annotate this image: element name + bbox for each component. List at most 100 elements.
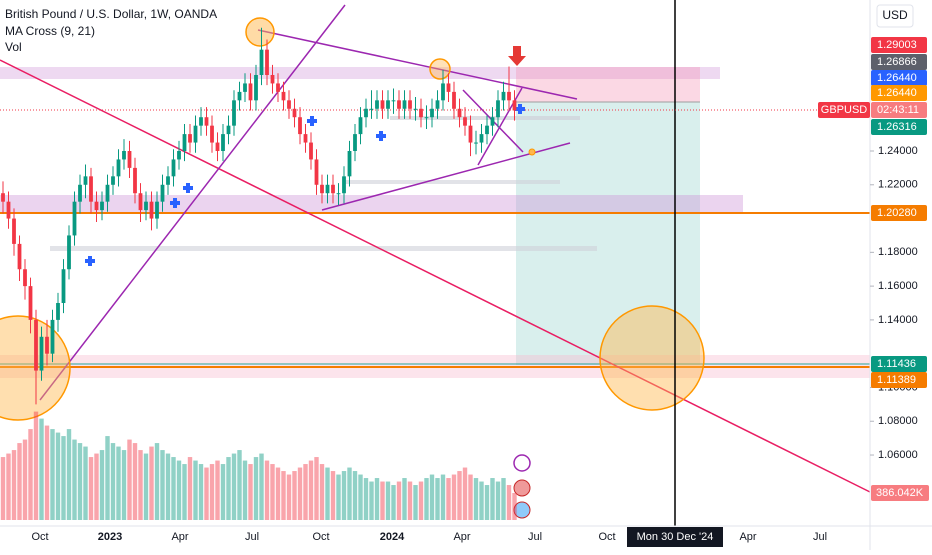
volume-bar	[28, 429, 33, 520]
volume-bar	[138, 450, 143, 520]
volume-bar	[127, 439, 132, 520]
volume-bar	[490, 478, 495, 520]
highlight-circle	[245, 17, 275, 47]
candle-body	[215, 142, 220, 151]
price-label: 1.26316	[877, 121, 917, 133]
candle-body	[347, 151, 352, 177]
time-scale	[0, 526, 870, 550]
candle-body	[314, 159, 319, 185]
candle-body	[56, 303, 60, 320]
currency[interactable]: USD	[882, 8, 908, 22]
x-tick-label: Apr	[171, 531, 188, 543]
candle-body	[358, 117, 363, 135]
price-label-box	[871, 372, 927, 388]
currency-button[interactable]	[876, 4, 914, 28]
y-tick-label: 1.24000	[878, 145, 918, 157]
chart-title: British Pound / U.S. Dollar, 1W, OANDA	[5, 7, 217, 21]
target-zone	[516, 102, 700, 365]
candle-body	[149, 201, 154, 219]
cross-signal	[307, 116, 317, 126]
candle-body	[435, 100, 440, 109]
volume-bar	[506, 485, 512, 520]
volume-bar	[72, 439, 77, 520]
volume-bar	[484, 485, 490, 520]
candle-body	[485, 125, 489, 135]
candle-body	[270, 74, 275, 84]
candle-body	[17, 243, 22, 270]
volume-bar	[204, 467, 209, 520]
candle-body	[501, 91, 506, 101]
volume-bar	[105, 436, 110, 520]
price-label-box	[871, 119, 927, 135]
trend-line	[39, 4, 346, 401]
volume-bar	[385, 481, 391, 520]
candle-body	[160, 184, 165, 202]
event-icon[interactable]	[513, 479, 531, 497]
volume-bar	[22, 439, 28, 520]
volume-bar	[264, 460, 270, 520]
volume-bar	[413, 485, 418, 520]
candle-body	[171, 159, 176, 177]
candle-body	[78, 184, 82, 202]
zone	[345, 180, 560, 184]
candle-body	[298, 117, 302, 135]
candle-body	[122, 151, 126, 160]
volume-bar	[11, 450, 17, 520]
zone	[0, 195, 743, 213]
price-label-box	[871, 85, 927, 101]
candle-body	[452, 91, 456, 109]
volume-bar	[253, 457, 259, 520]
volume-bar	[61, 436, 66, 520]
candle-body	[276, 83, 280, 92]
trend-line	[0, 59, 871, 493]
candle-body	[105, 184, 110, 202]
cross-signal	[183, 183, 193, 193]
volume-bar	[44, 425, 50, 520]
candle-body	[479, 134, 484, 143]
volume-bar	[160, 450, 165, 520]
candle-body	[408, 100, 412, 109]
volume-bar	[154, 443, 160, 520]
countdown-box	[871, 102, 927, 118]
volume-bar	[440, 474, 446, 520]
candle-body	[182, 134, 187, 151]
x-tick-label: Mon 30 Dec '24	[637, 531, 714, 543]
x-tick-label: Jul	[245, 531, 259, 543]
volume-bar	[149, 446, 154, 520]
candle-body	[127, 151, 132, 168]
event-icon[interactable]	[513, 501, 531, 519]
candle-body	[94, 201, 99, 211]
x-tick-label: Oct	[31, 531, 48, 543]
volume-bar	[330, 471, 336, 520]
candle-body	[45, 336, 49, 354]
volume-bar	[457, 471, 462, 520]
volume-bar	[407, 481, 413, 520]
volume-bar	[237, 450, 242, 520]
candle-body	[386, 100, 390, 109]
y-tick-label: 1.18000	[878, 246, 918, 258]
volume-bar	[165, 453, 171, 520]
y-tick-label: 1.08000	[878, 415, 918, 427]
volume-bar	[182, 464, 187, 520]
candle-body	[204, 117, 209, 126]
stop-zone	[516, 67, 700, 102]
candle-body	[325, 184, 330, 194]
candle-body	[463, 117, 467, 126]
price-labels: 1.29003 1.26866 1.26440 1.26440 1.26316 1.202…	[818, 37, 929, 501]
x-tick-label: Jul	[813, 531, 827, 543]
candle-body	[221, 134, 225, 151]
candle-body	[364, 108, 368, 118]
volume-bar	[352, 471, 358, 520]
volume-bar	[281, 471, 286, 520]
volume-bar	[319, 464, 325, 520]
candle-body	[281, 91, 286, 101]
event-icon[interactable]	[513, 454, 531, 472]
candle-body	[237, 91, 242, 101]
candle-body	[336, 193, 341, 195]
volume-bar	[308, 460, 314, 520]
volume-bar	[0, 457, 6, 520]
volume-bar	[39, 418, 44, 520]
candle-body	[12, 218, 16, 244]
volume-bar	[451, 474, 457, 520]
volume-bar	[187, 457, 193, 520]
